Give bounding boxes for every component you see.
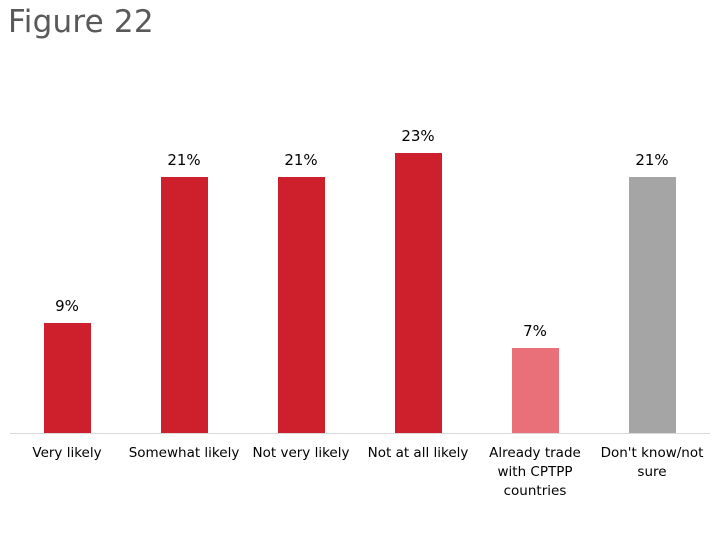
category-label: Not very likely [252, 445, 350, 461]
bar [628, 177, 676, 433]
category-label: Somewhat likely [128, 445, 240, 461]
bar-value-label: 21% [284, 151, 318, 169]
bar [43, 323, 91, 433]
bar-value-label: 21% [167, 151, 201, 169]
bar-value-label: 9% [55, 297, 79, 315]
category-label: Already trade with CPTPP countries [489, 445, 581, 499]
bar [394, 153, 442, 433]
bar-value-label: 21% [635, 151, 669, 169]
bar [511, 348, 559, 433]
bar [277, 177, 325, 433]
x-axis-line [10, 433, 710, 434]
category-label: Very likely [32, 445, 102, 461]
category-label: Not at all likely [367, 445, 469, 461]
category-label: Don't know/not sure [600, 445, 704, 480]
bar-value-label: 23% [401, 127, 435, 145]
figure-title: Figure 22 [8, 4, 154, 40]
bar [160, 177, 208, 433]
bar-value-label: 7% [523, 322, 547, 340]
